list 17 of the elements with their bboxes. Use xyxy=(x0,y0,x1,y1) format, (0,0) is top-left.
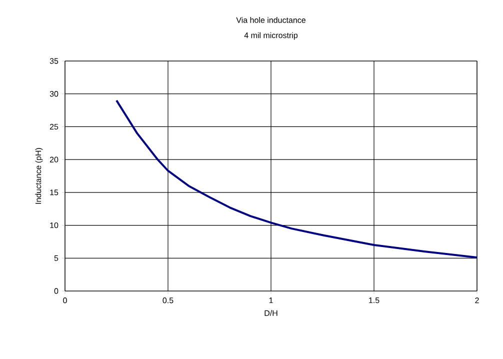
x-tick-label: 0.5 xyxy=(162,298,174,304)
y-tick-label: 30 xyxy=(50,91,58,97)
chart-title: Via hole inductance xyxy=(236,17,306,23)
x-axis-title: D/H xyxy=(264,310,278,316)
y-tick-label: 25 xyxy=(50,124,58,130)
y-tick-label: 15 xyxy=(50,190,58,196)
y-tick-label: 35 xyxy=(50,58,58,64)
x-tick-label: 1.5 xyxy=(369,298,380,304)
y-tick-label: 5 xyxy=(54,255,58,261)
x-tick-label: 2 xyxy=(475,298,479,304)
chart-subtitle: 4 mil microstrip xyxy=(244,32,298,40)
x-tick-label: 1 xyxy=(269,298,273,304)
y-axis-title: Inductance (pH) xyxy=(35,148,43,204)
x-tick-label: 0 xyxy=(63,298,67,304)
y-tick-label: 10 xyxy=(50,222,58,228)
y-tick-label: 0 xyxy=(54,288,58,294)
y-tick-label: 20 xyxy=(50,156,58,162)
